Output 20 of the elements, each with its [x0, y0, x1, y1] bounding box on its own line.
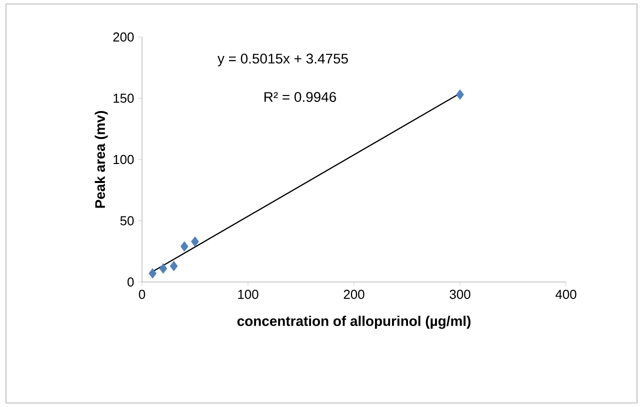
y-tick-label: 0: [128, 277, 134, 287]
point: [191, 236, 199, 247]
y-tick-label: 100: [114, 154, 134, 164]
point: [456, 89, 464, 100]
x-tick-label: 300: [450, 290, 470, 299]
y-tick-label: 50: [120, 216, 134, 226]
annotation: R² = 0.9946: [264, 92, 336, 102]
annotation: y = 0.5015x + 3.4755: [218, 54, 348, 66]
y-tick-label: 150: [114, 94, 134, 103]
point: [148, 268, 157, 279]
x-tick-label: 200: [344, 290, 364, 299]
y-tick-label: 200: [113, 32, 134, 42]
y-axis-title: Peak area (mv): [94, 110, 108, 208]
point: [159, 263, 168, 274]
x-tick-label: 0: [138, 290, 146, 299]
x-tick-label: 100: [238, 290, 258, 299]
point: [170, 260, 178, 272]
x-axis-title: concentration of allopurinol (µg/ml): [237, 316, 470, 329]
x-tick-label: 400: [555, 290, 576, 299]
point: [180, 241, 188, 252]
